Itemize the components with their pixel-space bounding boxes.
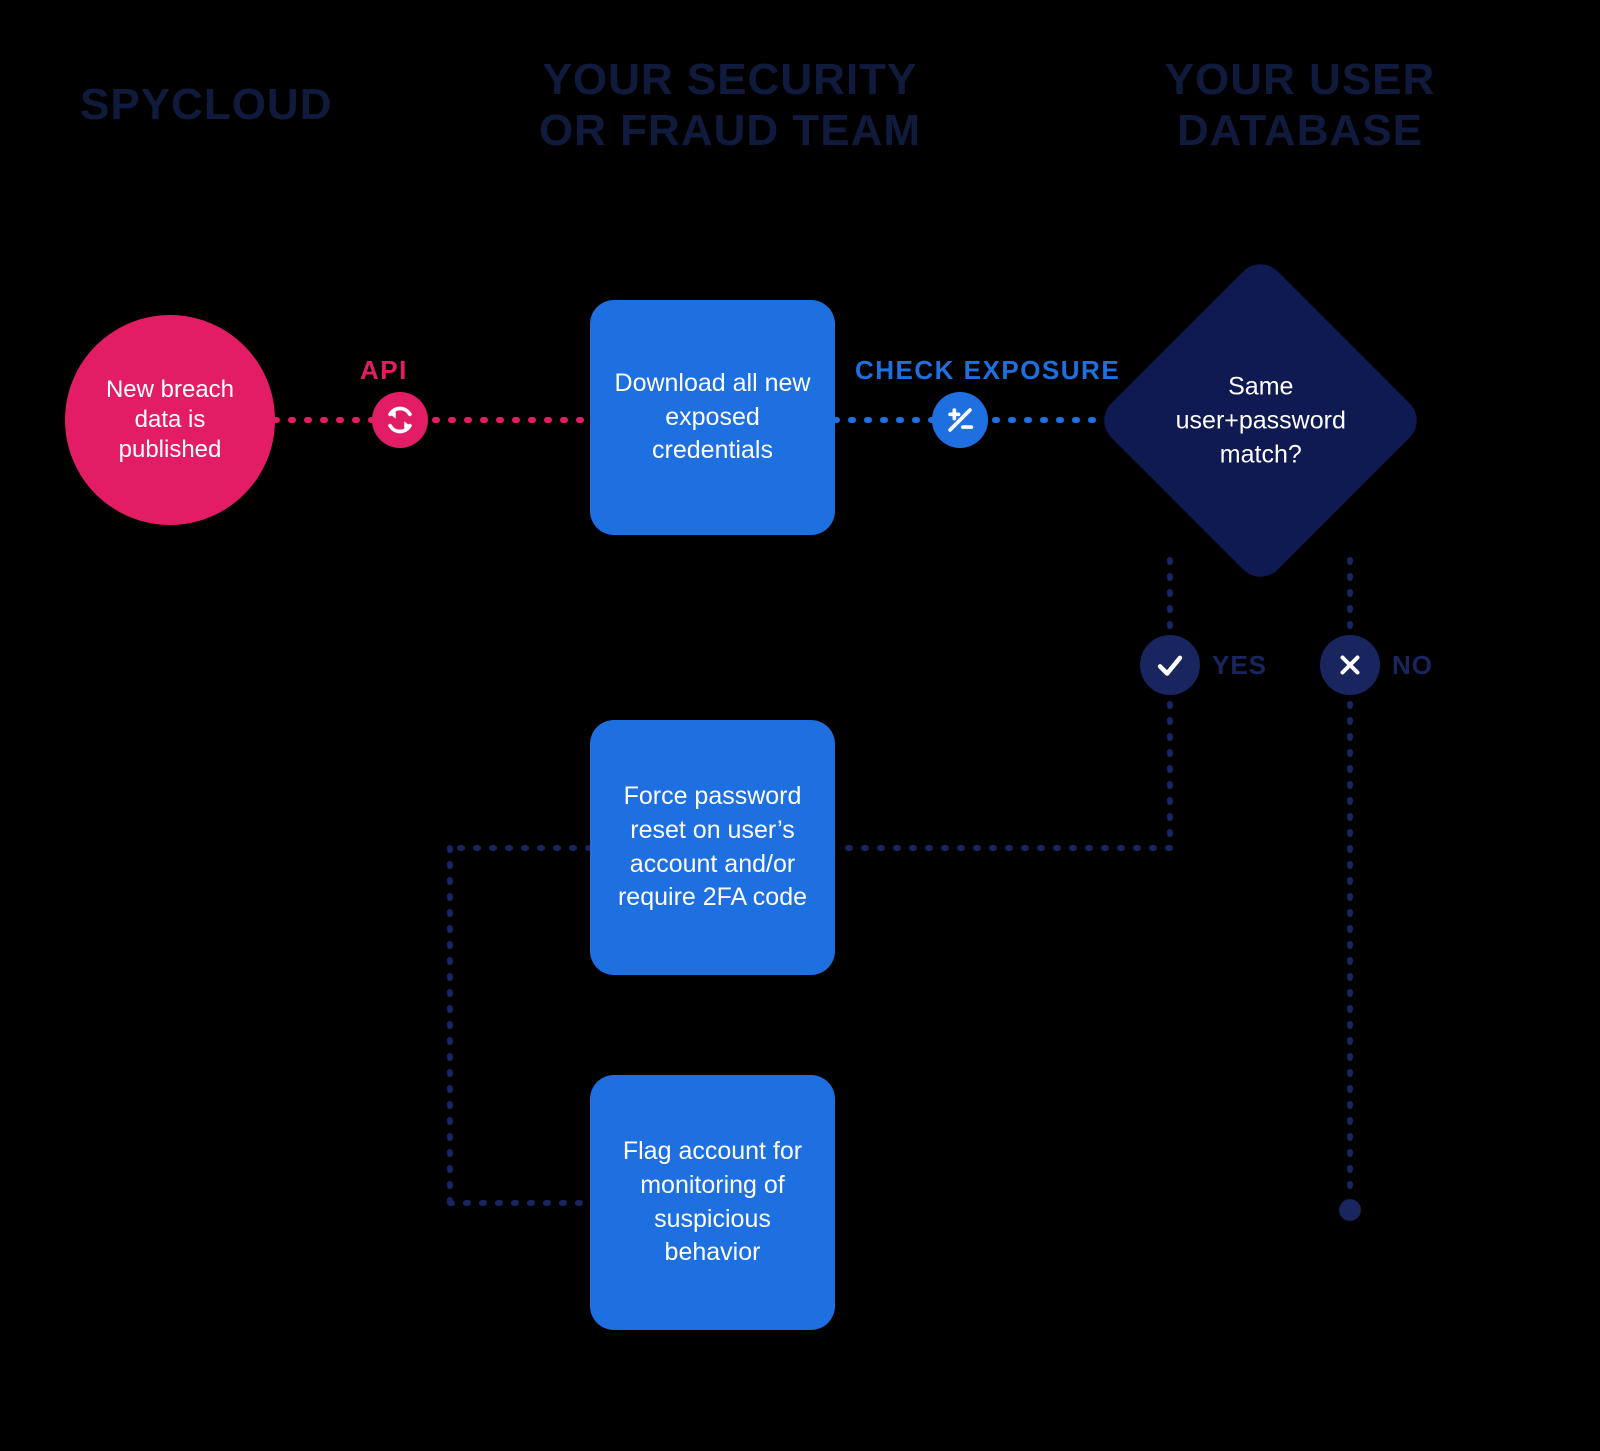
node-download-label: Download all new exposed credentials: [608, 367, 817, 468]
node-flag-account: Flag account for monitoring of suspiciou…: [590, 1075, 835, 1330]
decision-no-label: NO: [1392, 650, 1433, 681]
connector-label-api: API: [360, 355, 408, 386]
sync-icon: [372, 392, 428, 448]
node-reset-label: Force password reset on user’s account a…: [608, 780, 817, 915]
connector-label-check-exposure: CHECK EXPOSURE: [855, 355, 1120, 386]
column-header-spycloud: SPYCLOUD: [80, 80, 360, 131]
node-decision-match: Same user+password match?: [1094, 254, 1426, 586]
node-flag-label: Flag account for monitoring of suspiciou…: [608, 1135, 817, 1270]
node-force-reset: Force password reset on user’s account a…: [590, 720, 835, 975]
column-header-user-database: YOUR USER DATABASE: [1090, 55, 1510, 156]
node-decision-label: Same user+password match?: [1150, 369, 1370, 470]
cross-icon: [1320, 635, 1380, 695]
flowchart-stage: SPYCLOUD YOUR SECURITY OR FRAUD TEAM YOU…: [0, 0, 1600, 1451]
decision-yes-label: YES: [1212, 650, 1267, 681]
check-icon: [1140, 635, 1200, 695]
column-header-security-team: YOUR SECURITY OR FRAUD TEAM: [520, 55, 940, 156]
node-download-credentials: Download all new exposed credentials: [590, 300, 835, 535]
plus-minus-icon: [932, 392, 988, 448]
node-breach-label: New breach data is published: [80, 375, 260, 465]
node-breach-published: New breach data is published: [65, 315, 275, 525]
terminator-dot: [1339, 1199, 1361, 1221]
